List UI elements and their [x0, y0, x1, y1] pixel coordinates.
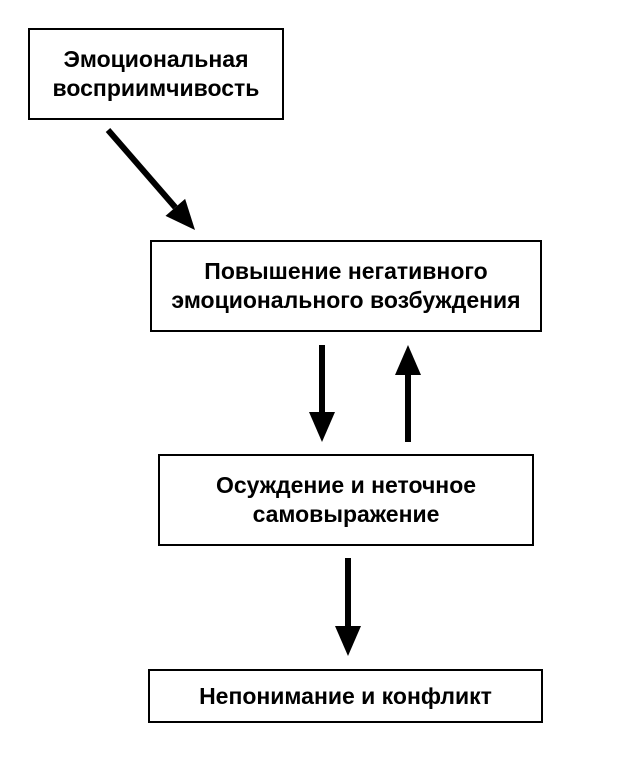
edge-arrowhead [166, 199, 195, 230]
node-label: Эмоциональная восприимчивость [40, 45, 272, 103]
node-misunderstanding-conflict: Непонимание и конфликт [148, 669, 543, 723]
node-label: Повышение негативного эмоционального воз… [162, 257, 530, 315]
edge-line [108, 130, 175, 207]
node-negative-arousal: Повышение негативного эмоционального воз… [150, 240, 542, 332]
edge-arrowhead [309, 412, 335, 442]
edge-arrowhead [395, 345, 421, 375]
edge-arrowhead [335, 626, 361, 656]
node-emotional-receptivity: Эмоциональная восприимчивость [28, 28, 284, 120]
node-label: Осуждение и неточное самовыражение [170, 471, 522, 529]
node-label: Непонимание и конфликт [160, 682, 531, 711]
node-judgment-inaccurate-expression: Осуждение и неточное самовыражение [158, 454, 534, 546]
